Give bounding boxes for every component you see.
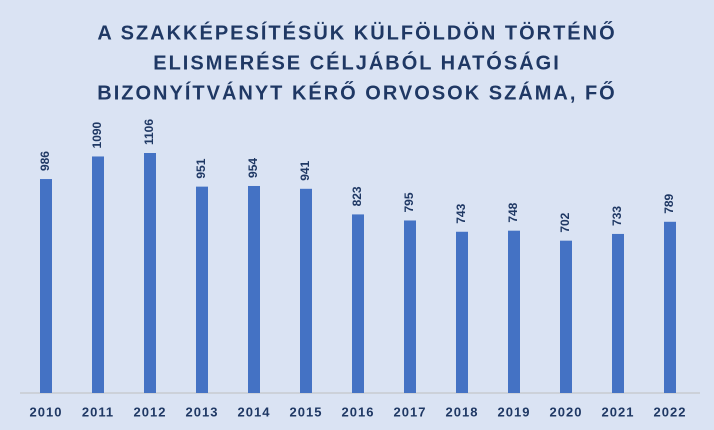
x-tick-label: 2010 (30, 404, 63, 419)
chart-title: BIZONYÍTVÁNYT KÉRŐ ORVOSOK SZÁMA, FŐ (97, 81, 616, 104)
x-tick-label: 2020 (550, 404, 583, 419)
bar (248, 185, 260, 393)
bar (144, 153, 156, 393)
x-tick-label: 2021 (602, 404, 635, 419)
x-tick-label: 2017 (394, 404, 427, 419)
value-label: 743 (454, 203, 468, 223)
bar (40, 179, 52, 393)
x-tick-label: 2015 (290, 404, 323, 419)
value-label: 702 (558, 212, 572, 232)
value-label: 789 (662, 193, 676, 213)
x-tick-label: 2014 (238, 404, 271, 419)
bar (196, 186, 208, 393)
bar (352, 214, 364, 393)
value-label: 986 (38, 151, 52, 171)
bar (560, 240, 572, 393)
bar (300, 188, 312, 393)
bar (404, 220, 416, 393)
value-label: 1106 (142, 119, 156, 145)
x-tick-label: 2016 (342, 404, 375, 419)
bar (456, 231, 468, 393)
chart-title: ELISMERÉSE CÉLJÁBÓL HATÓSÁGI (153, 50, 561, 74)
x-tick-label: 2018 (446, 404, 479, 419)
value-label: 795 (402, 192, 416, 212)
value-label: 823 (350, 186, 364, 206)
value-label: 733 (610, 206, 624, 226)
bar (92, 156, 104, 393)
x-tick-label: 2019 (498, 404, 531, 419)
x-tick-label: 2011 (82, 404, 114, 419)
value-label: 954 (246, 158, 260, 178)
chart-title: A SZAKKÉPESÍTÉSÜK KÜLFÖLDÖN TÖRTÉNŐ (97, 21, 616, 44)
value-label: 951 (194, 158, 208, 178)
x-tick-label: 2012 (134, 404, 167, 419)
value-label: 1090 (90, 121, 104, 148)
x-tick-label: 2013 (186, 404, 219, 419)
x-tick-label: 2022 (654, 404, 687, 419)
bar (508, 230, 520, 393)
value-label: 941 (298, 160, 312, 180)
bar (612, 233, 624, 393)
bar (664, 221, 676, 393)
value-label: 748 (506, 202, 520, 222)
